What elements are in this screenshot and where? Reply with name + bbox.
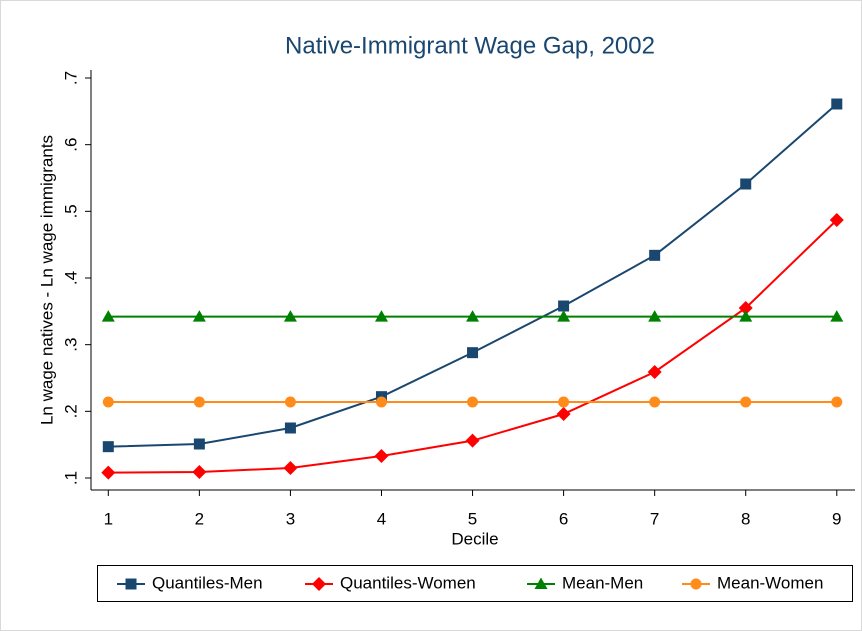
y-tick-label: .6 [61,138,80,152]
x-tick-label: 3 [286,509,295,528]
data-point [465,433,480,448]
y-tick-label: .1 [61,471,80,485]
data-point [374,310,388,322]
y-tick-label: .2 [61,404,80,418]
legend-marker [125,578,137,590]
data-point [740,396,752,408]
legend-label: Mean-Women [717,573,823,592]
y-tick-label: .5 [61,204,80,218]
data-point [738,301,753,315]
data-point [193,438,205,450]
data-point [192,465,207,479]
data-point [829,213,844,227]
data-point [557,310,571,322]
data-point [830,310,844,322]
data-point [648,310,662,322]
legend-label: Quantiles-Men [152,573,263,592]
data-point [375,396,387,408]
data-point [558,300,570,312]
data-point [740,178,752,190]
data-point [558,396,570,408]
x-tick-label: 6 [559,509,568,528]
data-point [102,441,114,453]
data-point [192,310,206,322]
legend-label: Quantiles-Women [340,573,476,592]
chart-title: Native-Immigrant Wage Gap, 2002 [285,32,655,59]
x-tick-label: 5 [468,509,477,528]
legend-marker [690,578,702,590]
x-tick-label: 8 [741,509,750,528]
data-point [647,365,662,379]
data-point [374,449,389,463]
data-point [831,98,843,110]
y-axis-title: Ln wage natives - Ln wage immigrants [37,135,56,425]
data-point [284,422,296,434]
data-point [284,396,296,408]
y-tick-label: .7 [61,71,80,85]
x-tick-label: 9 [832,509,841,528]
data-point [467,347,479,359]
data-point [283,461,298,475]
data-point [739,310,753,322]
data-point [193,396,205,408]
data-point [466,310,480,322]
legend-marker [312,577,326,591]
x-tick-label: 1 [104,509,113,528]
data-point [102,396,114,408]
data-point [101,310,115,322]
data-point [831,396,843,408]
data-point [101,465,116,480]
data-point [649,249,661,261]
y-tick-label: .4 [61,271,80,285]
data-point [283,310,297,322]
x-tick-label: 2 [195,509,204,528]
data-point [467,396,479,408]
legend-label: Mean-Men [562,573,643,592]
data-point [649,396,661,408]
legend-marker [534,577,548,589]
data-point [556,407,571,421]
x-tick-label: 7 [650,509,659,528]
x-axis-title: Decile [451,529,498,548]
x-tick-label: 4 [377,509,386,528]
y-tick-label: .3 [61,338,80,352]
legend-box [97,565,853,602]
